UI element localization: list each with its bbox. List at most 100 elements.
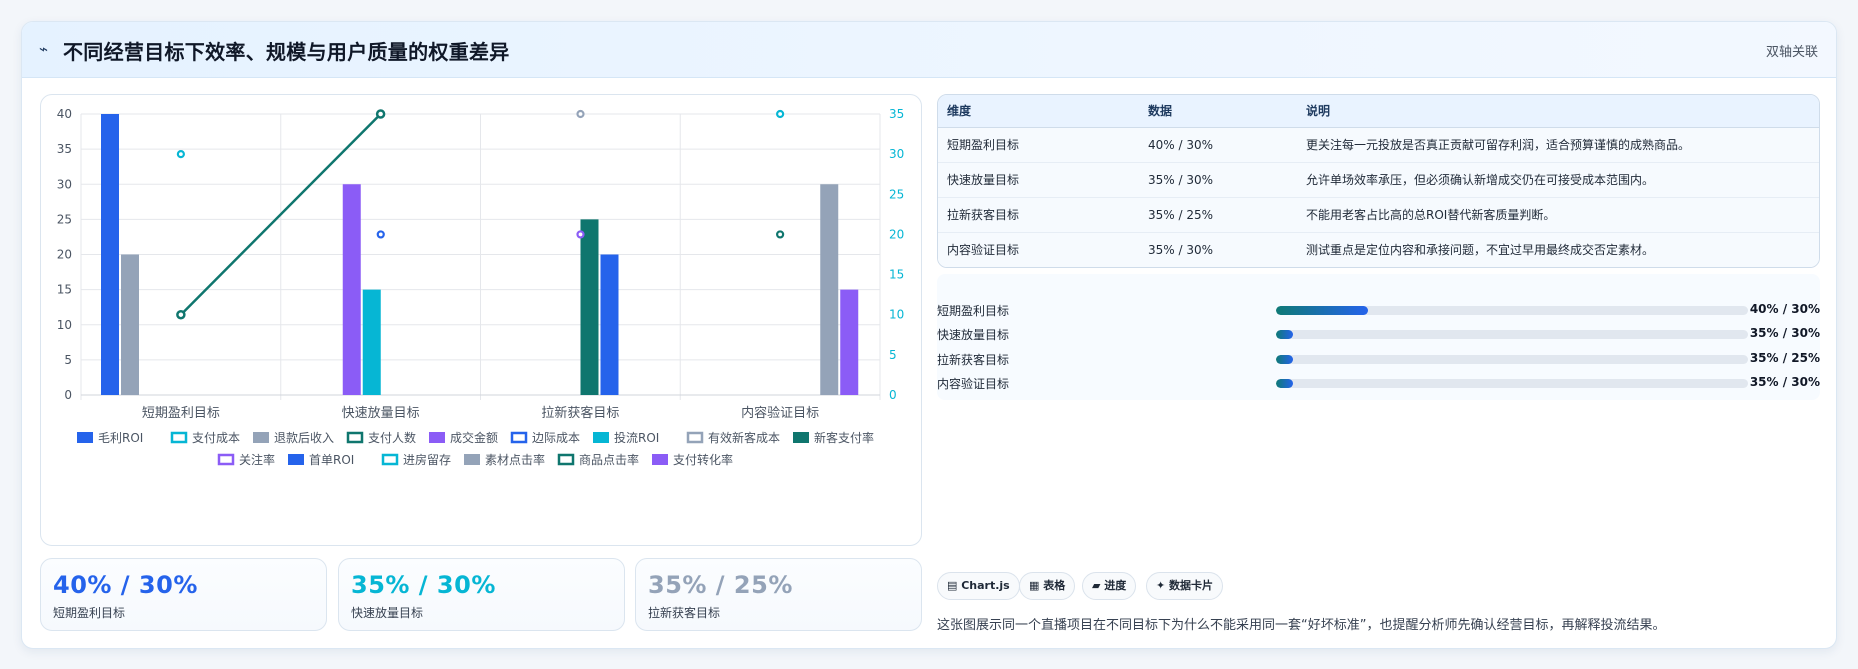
progress-value: 40% / 30% <box>1749 302 1820 316</box>
legend-label: 支付人数 <box>368 430 416 445</box>
left-tick-label: 0 <box>64 388 72 402</box>
table-cell-dimension: 快速放量目标 <box>938 162 1148 198</box>
x-tick-label: 拉新获客目标 <box>541 405 619 421</box>
legend-label: 素材点击率 <box>485 452 545 467</box>
table-cell-data: 35% / 30% <box>1148 162 1306 198</box>
card-header: ⌁ 不同经营目标下效率、规模与用户质量的权重差异 双轴关联 <box>22 22 1836 78</box>
data-point <box>376 230 385 239</box>
table-row: 拉新获客目标 35% / 25% 不能用老客占比高的总ROI替代新客质量判断。 <box>938 197 1819 233</box>
table-cell-note: 测试重点是定位内容和承接问题，不宜过早用最终成交否定素材。 <box>1306 232 1819 267</box>
legend-swatch <box>381 453 399 466</box>
data-point <box>776 109 785 119</box>
left-tick-label: 15 <box>57 283 72 297</box>
combo-chart: 0 5 10 15 20 25 30 35 40 0 5 10 15 20 25 30 35 短期盈利目标 快速放量… <box>57 107 905 467</box>
table-cell-dimension: 短期盈利目标 <box>938 127 1148 163</box>
table-cell-dimension: 内容验证目标 <box>938 232 1148 267</box>
x-tick-label: 内容验证目标 <box>741 405 819 421</box>
legend-swatch <box>510 431 528 444</box>
table-header-row: 维度 数据 说明 <box>938 95 1819 128</box>
progress-fill <box>1276 330 1294 339</box>
progress-row: 快速放量目标 35% / 30% <box>937 326 1820 342</box>
stat-card: 35% / 25% 拉新获客目标 <box>635 558 922 631</box>
progress-label: 短期盈利目标 <box>937 304 1010 318</box>
line-point <box>176 309 186 320</box>
stat-card: 40% / 30% 短期盈利目标 <box>40 558 327 631</box>
legend-swatch <box>346 431 364 444</box>
left-tick-label: 20 <box>57 248 72 262</box>
left-tick-label: 40 <box>57 107 72 121</box>
data-point <box>576 109 585 119</box>
table-cell-dimension: 拉新获客目标 <box>938 197 1148 233</box>
progress-label: 快速放量目标 <box>937 328 1010 342</box>
legend-swatch <box>793 432 809 443</box>
column-header-data: 数据 <box>1148 95 1306 128</box>
dual-axis-tag: 双轴关联 <box>1765 45 1818 60</box>
table-row: 内容验证目标 35% / 30% 测试重点是定位内容和承接问题，不宜过早用最终成… <box>938 232 1819 267</box>
bar <box>600 254 619 395</box>
data-point <box>776 230 785 239</box>
x-tick-label: 快速放量目标 <box>342 406 420 421</box>
table-cell-note: 允许单场效率承压，但必须确认新增成交仍在可接受成本范围内。 <box>1306 162 1819 198</box>
bar <box>820 184 839 395</box>
table-cell-data: 40% / 30% <box>1148 127 1306 163</box>
table-cell-note: 不能用老客占比高的总ROI替代新客质量判断。 <box>1306 197 1819 233</box>
progress-row: 内容验证目标 35% / 30% <box>937 375 1820 391</box>
legend-label: 毛利ROI <box>98 431 143 445</box>
right-tick-label: 30 <box>889 147 904 161</box>
table-cell-note: 更关注每一元投放是否真正贡献可留存利润，适合预算谨慎的成熟商品。 <box>1306 127 1819 163</box>
right-tick-label: 25 <box>889 187 904 201</box>
data-table-panel: 维度 数据 说明 短期盈利目标 40% / 30% 更关注每一元投放是否真正贡献… <box>937 94 1820 268</box>
table-cell-data: 35% / 25% <box>1148 197 1306 233</box>
legend-swatch <box>170 431 188 444</box>
progress-label: 内容验证目标 <box>937 377 1010 391</box>
x-tick-label: 短期盈利目标 <box>142 406 220 421</box>
chip-progress[interactable]: ▰ 进度 <box>1082 572 1137 600</box>
left-tick-label: 35 <box>57 142 72 156</box>
table-row: 快速放量目标 35% / 30% 允许单场效率承压，但必须确认新增成交仍在可接受… <box>938 162 1819 198</box>
progress-track <box>1276 306 1748 315</box>
legend-swatch <box>288 454 304 465</box>
bar <box>840 289 859 395</box>
right-tick-label: 20 <box>889 227 904 241</box>
progress-row: 拉新获客目标 35% / 25% <box>937 351 1820 367</box>
legend-label: 关注率 <box>239 452 275 467</box>
progress-track <box>1276 355 1748 364</box>
progress-track <box>1276 330 1748 339</box>
legend-swatch <box>557 453 575 466</box>
chip-table[interactable]: ▦ 表格 <box>1019 572 1076 600</box>
legend-label: 支付转化率 <box>673 452 733 467</box>
left-tick-label: 30 <box>57 177 72 191</box>
chip-chartjs[interactable]: ▤ Chart.js <box>937 572 1020 600</box>
progress-value: 35% / 30% <box>1749 375 1820 389</box>
chart-panel: 0 5 10 15 20 25 30 35 40 0 5 10 15 20 25 30 35 短期盈利目标 快速放量… <box>40 94 922 546</box>
legend-swatch <box>464 454 480 465</box>
data-point <box>176 150 185 159</box>
left-tick-label: 10 <box>57 318 72 332</box>
bar <box>580 219 599 395</box>
left-tick-label: 5 <box>64 353 72 367</box>
legend-label: 进房留存 <box>403 452 451 467</box>
progress-fill <box>1276 355 1294 364</box>
progress-value: 35% / 25% <box>1749 351 1820 365</box>
right-tick-label: 0 <box>889 388 897 402</box>
main-card: ⌁ 不同经营目标下效率、规模与用户质量的权重差异 双轴关联 0 5 10 15 20 25… <box>21 21 1837 649</box>
chip-data-card[interactable]: ✦ 数据卡片 <box>1146 572 1224 600</box>
legend-swatch <box>652 454 668 465</box>
column-header-note: 说明 <box>1306 95 1819 128</box>
legend-swatch <box>77 432 93 443</box>
progress-label: 拉新获客目标 <box>937 353 1010 367</box>
legend-label: 新客支付率 <box>814 430 874 445</box>
data-table: 维度 数据 说明 短期盈利目标 40% / 30% 更关注每一元投放是否真正贡献… <box>938 95 1819 267</box>
legend-swatch <box>253 432 269 443</box>
stat-value: 40% / 30% <box>53 571 198 599</box>
page-title: 不同经营目标下效率、规模与用户质量的权重差异 <box>63 40 510 64</box>
legend-label: 边际成本 <box>532 431 580 445</box>
progress-row: 短期盈利目标 40% / 30% <box>937 302 1820 318</box>
right-tick-label: 35 <box>889 107 904 121</box>
table-row: 短期盈利目标 40% / 30% 更关注每一元投放是否真正贡献可留存利润，适合预… <box>938 127 1819 163</box>
legend-swatch <box>593 432 609 443</box>
data-point <box>576 230 585 239</box>
stat-card: 35% / 30% 快速放量目标 <box>338 558 625 631</box>
legend-swatch <box>217 453 235 466</box>
stat-value: 35% / 30% <box>351 571 496 599</box>
